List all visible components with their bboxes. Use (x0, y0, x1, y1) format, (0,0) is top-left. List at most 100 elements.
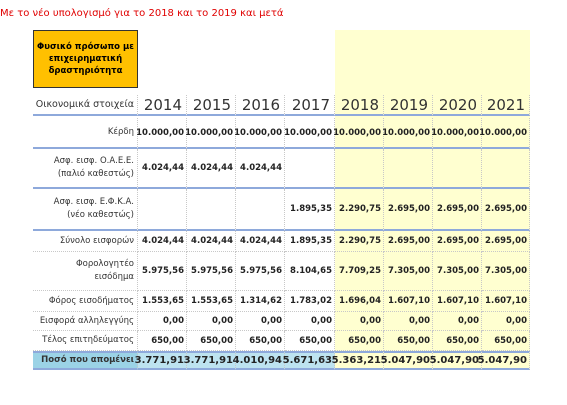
label-line: Κέρδη (107, 127, 134, 137)
label-line: Ασφ. εισφ. Ο.Α.Ε.Ε. (53, 156, 134, 166)
year-text: 2014 (143, 95, 182, 114)
value-cell: 5.671,63 (283, 351, 335, 370)
value-cell (482, 149, 530, 189)
header-label: Οικονομικά στοιχεία (33, 95, 138, 116)
value-cell (285, 149, 335, 189)
label-line: (νέο καθεστώς) (67, 210, 134, 220)
label-line: Σύνολο εισφορών (59, 235, 134, 246)
year-text: 2021 (486, 95, 525, 114)
value-cell: 0,00 (187, 312, 236, 331)
value-cell: 0,00 (138, 312, 187, 331)
value-cell: 10.000,00 (479, 118, 530, 149)
value-cell: 8.104,65 (285, 252, 335, 291)
value-cell: 650,00 (482, 331, 530, 351)
row-label: Φορολογητέο εισόδημα (33, 252, 138, 291)
value-cell: 1.696,04 (335, 291, 384, 312)
value-cell: 1.553,65 (138, 291, 187, 312)
value-cell: 2.695,00 (482, 189, 530, 231)
value-cell: 4.010,94 (233, 351, 285, 370)
value-cell: 5.975,56 (187, 252, 236, 291)
value-cell: 650,00 (384, 331, 433, 351)
row-label: Κέρδη (33, 118, 138, 149)
year-header: 2020 (433, 95, 482, 116)
value-cell (187, 189, 236, 231)
label-line: Τέλος επιτηδεύματος (42, 335, 134, 345)
value-cell: 2.695,00 (433, 189, 482, 231)
value-cell: 2.695,00 (433, 231, 482, 252)
value-cell: 4.024,44 (187, 231, 236, 252)
value-cell: 650,00 (187, 331, 236, 351)
row-label: Φόρος εισοδήματος (33, 291, 138, 312)
year-text: 2019 (389, 95, 428, 114)
label-line: εισόδημα (94, 272, 134, 282)
year-text: 2015 (192, 95, 231, 114)
value-cell: 7.709,25 (335, 252, 384, 291)
label-line: (παλιό καθεστώς) (57, 169, 134, 179)
value-cell: 10.000,00 (185, 118, 236, 149)
value-cell: 3.771,91 (184, 351, 236, 370)
value-cell: 7.305,00 (384, 252, 433, 291)
value-cell: 2.695,00 (482, 231, 530, 252)
value-cell (335, 149, 384, 189)
value-cell: 10.000,00 (284, 118, 335, 149)
value-cell: 0,00 (433, 312, 482, 331)
value-cell: 1.314,62 (236, 291, 285, 312)
value-cell: 5.047,90 (478, 351, 530, 370)
value-cell: 1.553,65 (187, 291, 236, 312)
box-line: δραστηριότητα (48, 66, 123, 76)
box-line: Φυσικό πρόσωπο με (37, 42, 134, 52)
row-label: Σύνολο εισφορών (33, 231, 138, 252)
value-cell: 1.607,10 (482, 291, 530, 312)
label-line: Ποσό που απομένει (41, 355, 134, 365)
value-cell: 4.024,44 (138, 149, 187, 189)
value-cell: 4.024,44 (236, 149, 285, 189)
box-line: επιχειρηματική (48, 54, 123, 64)
value-cell: 2.695,00 (384, 189, 433, 231)
value-cell: 1.783,02 (285, 291, 335, 312)
value-cell: 650,00 (335, 331, 384, 351)
year-header: 2017 (285, 95, 335, 116)
value-cell: 2.695,00 (384, 231, 433, 252)
value-cell: 1.895,35 (285, 231, 335, 252)
value-cell: 10.000,00 (382, 118, 433, 149)
row-label: Ασφ. εισφ. Ε.Φ.Κ.Α. (νέο καθεστώς) (33, 189, 138, 231)
value-cell: 0,00 (482, 312, 530, 331)
value-cell: 10.000,00 (431, 118, 482, 149)
value-cell: 4.024,44 (236, 231, 285, 252)
value-cell: 10.000,00 (333, 118, 384, 149)
value-cell: 2.290,75 (335, 231, 384, 252)
value-cell: 5.975,56 (236, 252, 285, 291)
value-cell: 0,00 (285, 312, 335, 331)
value-cell: 5.975,56 (138, 252, 187, 291)
value-cell: 3.771,91 (135, 351, 187, 370)
row-label: Τέλος επιτηδεύματος (33, 331, 138, 351)
value-cell: 5.047,90 (381, 351, 433, 370)
row-label: Ασφ. εισφ. Ο.Α.Ε.Ε. (παλιό καθεστώς) (33, 149, 138, 189)
year-header: 2014 (138, 95, 187, 116)
row-label: Εισφορά αλληλεγγύης (33, 312, 138, 331)
value-cell (138, 189, 187, 231)
year-text: 2016 (241, 95, 280, 114)
year-header: 2019 (384, 95, 433, 116)
label-line: Ασφ. εισφ. Ε.Φ.Κ.Α. (53, 197, 134, 207)
value-cell: 7.305,00 (482, 252, 530, 291)
label-line: Φόρος εισοδήματος (48, 295, 134, 306)
value-cell: 7.305,00 (433, 252, 482, 291)
value-cell: 0,00 (236, 312, 285, 331)
value-cell: 650,00 (236, 331, 285, 351)
entity-box: Φυσικό πρόσωπο με επιχειρηματική δραστηριό… (33, 30, 138, 88)
year-text: 2018 (340, 95, 379, 114)
year-text: 2017 (291, 95, 330, 114)
value-cell: 650,00 (433, 331, 482, 351)
value-cell: 10.000,00 (136, 118, 187, 149)
label-line: Εισφορά αλληλεγγύης (39, 315, 134, 326)
year-text: 2020 (438, 95, 477, 114)
note-title: Με το νέο υπολογισμό για το 2018 και το … (0, 8, 284, 19)
value-cell: 2.290,75 (335, 189, 384, 231)
value-cell: 5.363,21 (332, 351, 384, 370)
value-cell: 1.607,10 (433, 291, 482, 312)
value-cell (236, 189, 285, 231)
row-label: Ποσό που απομένει (33, 351, 138, 370)
year-header: 2016 (236, 95, 285, 116)
value-cell: 4.024,44 (187, 149, 236, 189)
